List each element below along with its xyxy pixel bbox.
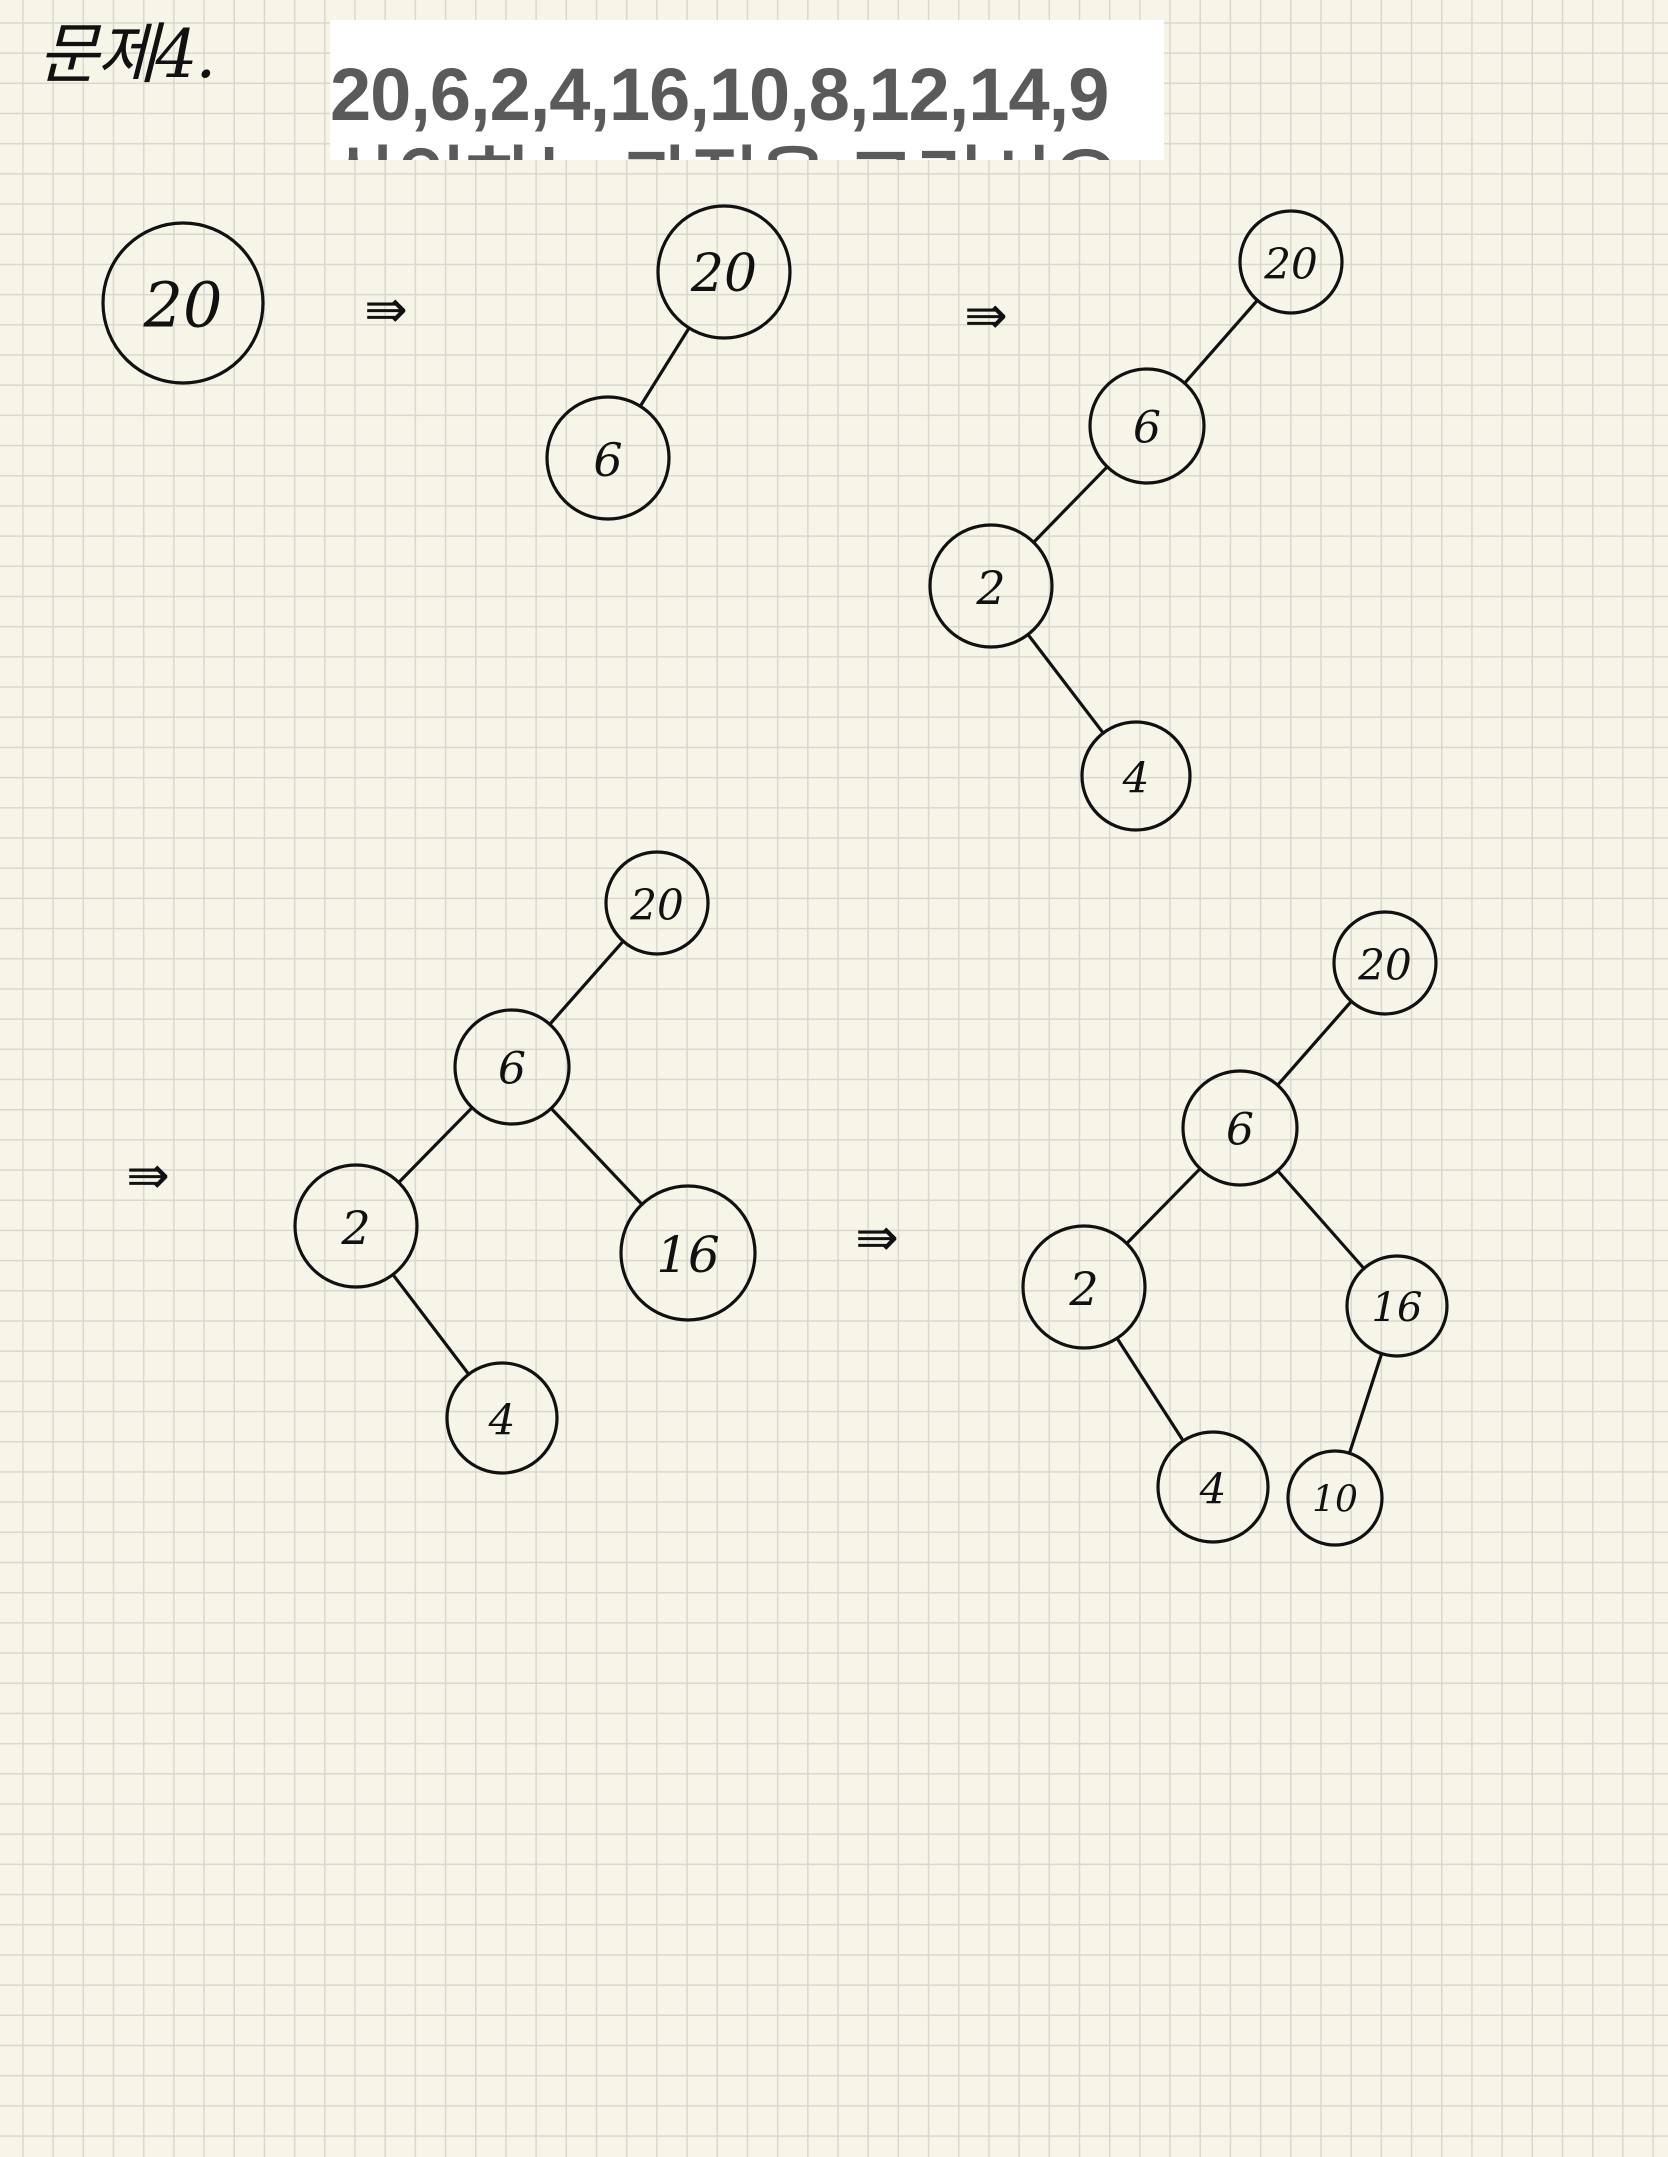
node-circle xyxy=(1345,1254,1449,1358)
tree-node-2: 2 xyxy=(928,523,1054,649)
tree-node-6: 6 xyxy=(545,395,671,521)
tree-node-6: 6 xyxy=(453,1008,571,1126)
node-value: 4 xyxy=(488,1396,516,1445)
tree-edge-2-4 xyxy=(1026,632,1105,735)
node-circle xyxy=(1156,1430,1270,1544)
node-circle xyxy=(293,1163,419,1289)
tree-node-4: 4 xyxy=(1080,720,1192,832)
node-circle xyxy=(1021,1224,1147,1350)
step-arrow-3: ⇛ xyxy=(126,1146,170,1206)
node-value: 10 xyxy=(1312,1480,1358,1521)
tree-edge-6-2 xyxy=(1125,1167,1202,1246)
node-value: 4 xyxy=(1122,754,1150,803)
node-circle xyxy=(1286,1449,1384,1547)
tree-edge-6-2 xyxy=(1031,465,1109,544)
node-value: 20 xyxy=(143,269,223,342)
node-value: 6 xyxy=(498,1044,526,1095)
node-value: 6 xyxy=(593,433,622,487)
node-circle xyxy=(1181,1069,1299,1187)
node-circle xyxy=(1238,209,1344,315)
node-value: 2 xyxy=(1068,1262,1098,1316)
tree-node-20: 20 xyxy=(101,221,265,385)
tree-node-10: 10 xyxy=(1286,1449,1384,1547)
tree-edge-20-6 xyxy=(1276,999,1353,1087)
node-circle xyxy=(1332,910,1438,1016)
tree-edge-16-10 xyxy=(1347,1351,1384,1455)
step-arrow-1: ⇛ xyxy=(364,280,408,340)
node-value: 20 xyxy=(1263,240,1317,289)
node-value: 6 xyxy=(1133,403,1161,454)
pasted-problem-snippet: 20,6,2,4,16,10,8,12,14,9 삽입하는 과정을 그리시오 -… xyxy=(330,20,1164,160)
step-arrow-2: ⇛ xyxy=(964,286,1008,346)
tree-edge-20-6 xyxy=(638,326,691,408)
tree-node-6: 6 xyxy=(1181,1069,1299,1187)
tree-node-20: 20 xyxy=(1332,910,1438,1016)
tree-node-20: 20 xyxy=(1238,209,1344,315)
tree-edge-2-4 xyxy=(391,1272,471,1376)
tree-step-4: 20 6 2 16 4 xyxy=(293,850,757,1475)
node-circle xyxy=(545,395,671,521)
tree-node-16: 16 xyxy=(619,1184,757,1322)
tree-node-4: 4 xyxy=(445,1361,559,1475)
cut-off-text-line: 삽입하는 과정을 그리시오 - 각 xyxy=(330,145,1164,161)
tree-node-20: 20 xyxy=(656,204,792,340)
problem-label: 문제4. xyxy=(38,16,216,93)
tree-edge-6-16 xyxy=(549,1106,644,1206)
step-arrow-4: ⇛ xyxy=(855,1208,899,1268)
tree-node-16: 16 xyxy=(1345,1254,1449,1358)
tree-edge-2-4 xyxy=(1115,1336,1185,1443)
node-circle xyxy=(445,1361,559,1475)
tree-node-6: 6 xyxy=(1088,367,1206,485)
node-value: 2 xyxy=(975,561,1005,615)
node-circle xyxy=(453,1008,571,1126)
insertion-sequence: 20,6,2,4,16,10,8,12,14,9 xyxy=(330,53,1109,136)
node-value: 16 xyxy=(1372,1285,1423,1331)
node-circle xyxy=(604,850,710,956)
node-circle xyxy=(101,221,265,385)
tree-step-2: 20 6 xyxy=(545,204,792,521)
tree-edge-20-6 xyxy=(1183,298,1259,385)
node-value: 20 xyxy=(629,881,683,930)
node-value: 20 xyxy=(1357,941,1411,990)
node-value: 16 xyxy=(656,1226,720,1284)
tree-node-2: 2 xyxy=(1021,1224,1147,1350)
node-circle xyxy=(619,1184,757,1322)
tree-step-5: 20 6 2 16 4 10 xyxy=(1021,910,1449,1547)
node-value: 6 xyxy=(1226,1105,1254,1156)
node-circle xyxy=(928,523,1054,649)
node-circle xyxy=(1080,720,1192,832)
node-value: 20 xyxy=(690,244,757,304)
node-circle xyxy=(1088,367,1206,485)
tree-step-1: 20 xyxy=(101,221,265,385)
node-value: 4 xyxy=(1199,1465,1227,1514)
tree-node-4: 4 xyxy=(1156,1430,1270,1544)
tree-edge-6-16 xyxy=(1276,1169,1366,1271)
tree-node-20: 20 xyxy=(604,850,710,956)
node-value: 2 xyxy=(340,1201,370,1255)
node-circle xyxy=(656,204,792,340)
tree-node-2: 2 xyxy=(293,1163,419,1289)
tree-edge-6-2 xyxy=(397,1106,474,1185)
tree-step-3: 20 6 2 4 xyxy=(928,209,1344,832)
tree-edge-20-6 xyxy=(548,939,625,1026)
